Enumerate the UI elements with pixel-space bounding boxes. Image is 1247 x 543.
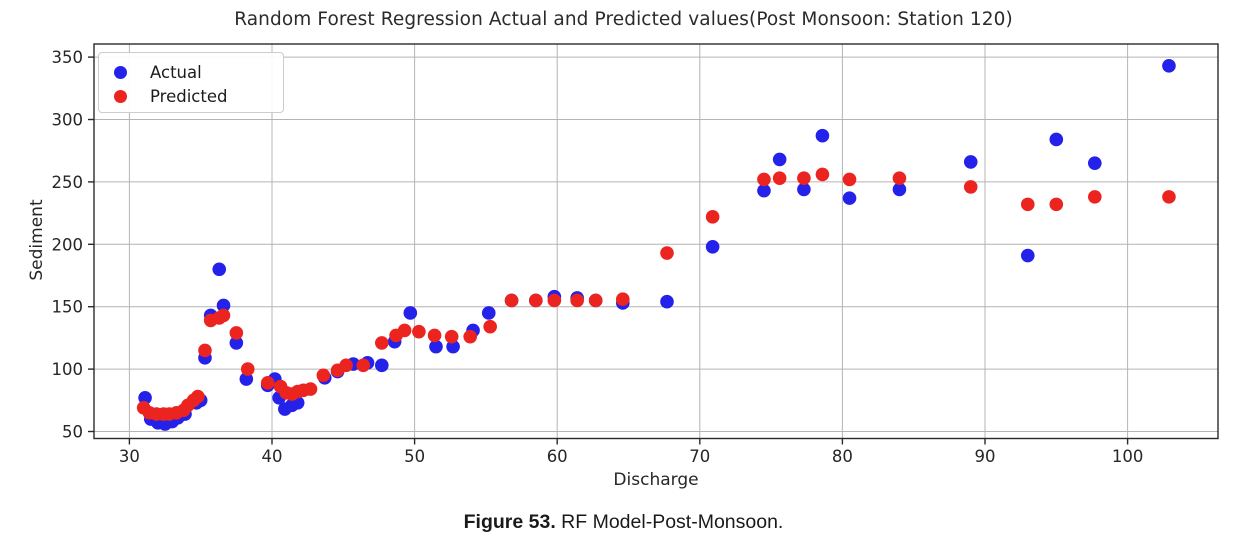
predicted-point: [412, 324, 426, 339]
x-tick-label: 40: [262, 447, 283, 466]
predicted-point: [797, 171, 811, 185]
x-tick-label: 60: [547, 447, 568, 466]
predicted-point: [483, 319, 497, 334]
predicted-point: [1162, 190, 1176, 204]
y-tick-label: 350: [52, 48, 84, 67]
y-tick-label: 200: [52, 235, 84, 254]
predicted-point: [615, 292, 630, 307]
actual-marker-icon: [114, 65, 127, 79]
y-tick-label: 250: [52, 173, 84, 192]
actual-point: [1162, 59, 1176, 73]
legend: Actual Predicted: [98, 52, 284, 113]
predicted-point: [191, 389, 205, 404]
legend-entry-predicted: Predicted: [114, 84, 283, 108]
predicted-point: [892, 171, 907, 185]
x-tick-label: 100: [1112, 447, 1144, 466]
actual-point: [797, 182, 811, 197]
predicted-point: [815, 167, 830, 182]
legend-label-predicted: Predicted: [150, 86, 228, 106]
y-tick-label: 300: [52, 111, 84, 130]
x-tick-label: 30: [119, 447, 140, 466]
x-tick-label: 70: [689, 447, 710, 466]
predicted-point: [547, 293, 562, 308]
predicted-point: [444, 329, 459, 344]
predicted-point: [427, 328, 442, 343]
predicted-point: [842, 172, 857, 187]
y-tick-label: 100: [52, 360, 84, 379]
x-axis-label: Discharge: [613, 470, 699, 490]
chart-title: Random Forest Regression Actual and Pred…: [234, 9, 1013, 30]
actual-point: [446, 339, 460, 354]
actual-point: [1020, 248, 1035, 263]
actual-point: [375, 358, 389, 373]
actual-point: [239, 372, 254, 386]
predicted-point: [216, 308, 231, 323]
actual-point: [216, 298, 231, 313]
y-axis-label: Sediment: [27, 199, 47, 281]
predicted-point: [588, 293, 603, 308]
predicted-point: [260, 376, 275, 390]
predicted-point: [757, 172, 771, 187]
actual-point: [660, 294, 674, 309]
actual-point: [892, 182, 907, 197]
actual-point: [842, 191, 857, 205]
predicted-point: [198, 343, 212, 358]
predicted-point: [529, 293, 543, 308]
plot-border: [93, 43, 1219, 440]
predicted-point: [772, 171, 787, 185]
predicted-point: [229, 326, 244, 340]
predicted-point: [570, 293, 584, 308]
figure-caption-number: Figure 53.: [463, 511, 556, 533]
actual-point: [815, 128, 830, 143]
predicted-point: [1049, 197, 1064, 212]
actual-point: [705, 239, 720, 254]
actual-point: [403, 306, 418, 320]
actual-point: [772, 152, 787, 167]
actual-point: [229, 336, 244, 350]
predicted-point: [504, 293, 519, 308]
predicted-point: [463, 329, 478, 344]
predicted-point: [705, 210, 720, 224]
y-tick-label: 50: [62, 423, 83, 442]
predicted-point: [397, 323, 412, 338]
x-tick-label: 80: [832, 447, 853, 466]
predicted-point: [339, 358, 353, 373]
predicted-point: [356, 358, 371, 373]
actual-point: [1088, 156, 1102, 170]
predicted-point: [375, 336, 389, 350]
actual-point: [212, 262, 227, 277]
actual-point: [963, 155, 978, 169]
predicted-point: [1020, 197, 1035, 212]
x-tick-label: 50: [404, 447, 425, 466]
actual-point: [429, 339, 443, 354]
figure-caption: Figure 53. RF Model-Post-Monsoon.: [0, 511, 1247, 534]
actual-point: [481, 306, 496, 320]
predicted-point: [660, 246, 674, 260]
predicted-marker-icon: [114, 89, 127, 103]
x-tick-label: 90: [975, 447, 996, 466]
actual-point: [757, 183, 771, 198]
y-tick-label: 150: [52, 298, 84, 317]
figure-caption-text: RF Model-Post-Monsoon.: [555, 511, 784, 533]
legend-label-actual: Actual: [150, 62, 202, 82]
predicted-point: [303, 382, 318, 396]
predicted-point: [963, 180, 978, 194]
predicted-point: [316, 368, 331, 383]
legend-entry-actual: Actual: [114, 60, 283, 84]
predicted-point: [240, 362, 255, 376]
actual-point: [1049, 132, 1064, 147]
predicted-point: [1088, 190, 1102, 204]
actual-point: [138, 391, 152, 405]
